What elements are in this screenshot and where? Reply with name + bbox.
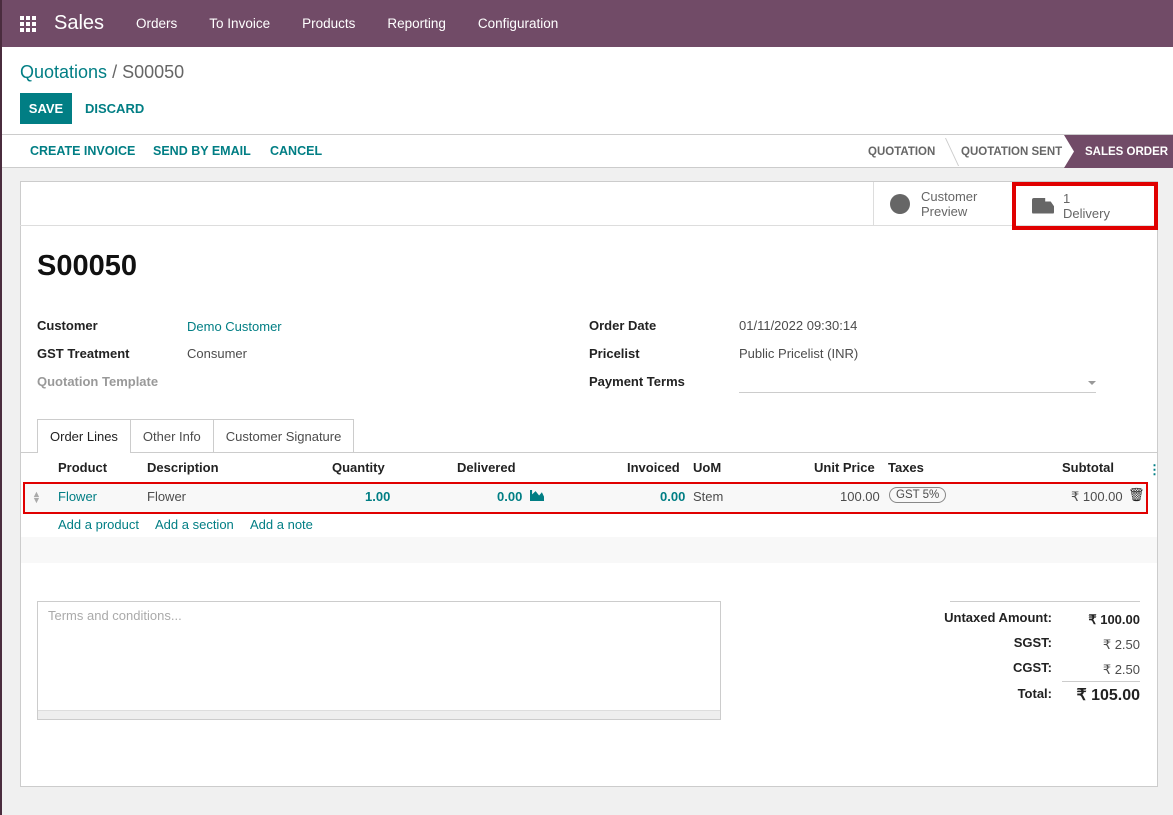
cgst-label: CGST: xyxy=(1013,660,1052,675)
template-label: Quotation Template xyxy=(37,374,159,389)
trash-icon[interactable]: 🗑 xyxy=(1128,487,1145,502)
tab-other-info[interactable]: Other Info xyxy=(129,419,214,452)
control-panel xyxy=(2,47,1173,168)
terms-textarea[interactable]: Terms and conditions... xyxy=(37,601,721,720)
add-product-link[interactable]: Add a product xyxy=(58,517,139,532)
forecast-chart-icon[interactable] xyxy=(530,490,544,501)
stage-quotation[interactable]: QUOTATION xyxy=(868,145,936,158)
notebook-tabs: Order Lines Other Info Customer Signatur… xyxy=(37,419,355,453)
delivery-count: 1 xyxy=(1063,190,1071,206)
line-product[interactable]: Flower xyxy=(58,489,98,504)
resize-handle[interactable] xyxy=(38,710,720,719)
col-delivered[interactable]: Delivered xyxy=(457,460,516,475)
customer-label: Customer xyxy=(37,318,98,333)
cgst-amount: ₹ 2.50 xyxy=(1102,662,1140,677)
add-section-link[interactable]: Add a section xyxy=(155,517,234,532)
col-taxes[interactable]: Taxes xyxy=(888,460,924,475)
discard-button[interactable]: DISCARD xyxy=(85,101,145,116)
delivery-highlight xyxy=(1012,182,1158,230)
gst-field[interactable]: Consumer xyxy=(187,346,247,361)
col-quantity[interactable]: Quantity xyxy=(332,460,385,475)
breadcrumb-current: S00050 xyxy=(122,62,185,82)
col-product[interactable]: Product xyxy=(58,460,108,475)
customer-preview-button[interactable]: Customer Preview xyxy=(890,182,977,225)
terms-placeholder: Terms and conditions... xyxy=(48,608,182,623)
col-subtotal[interactable]: Subtotal xyxy=(1062,460,1114,475)
order-date-field[interactable]: 01/11/2022 09:30:14 xyxy=(739,318,858,333)
table-footer xyxy=(21,537,1157,563)
stage-quotation-sent[interactable]: QUOTATION SENT xyxy=(961,145,1063,158)
breadcrumb-quotations[interactable]: Quotations xyxy=(20,62,108,82)
line-quantity[interactable]: 1.00 xyxy=(365,489,391,504)
untaxed-amount: ₹ 100.00 xyxy=(1088,612,1140,627)
col-invoiced[interactable]: Invoiced xyxy=(627,460,680,475)
cancel-button[interactable]: CANCEL xyxy=(270,144,323,158)
globe-icon xyxy=(890,193,910,214)
stage-sales-order[interactable]: SALES ORDER xyxy=(1085,145,1169,158)
total-amount: ₹ 105.00 xyxy=(1076,687,1140,704)
delivery-button[interactable]: 1 Delivery xyxy=(1032,184,1110,227)
top-navbar: Sales Orders To Invoice Products Reporti… xyxy=(2,0,1173,47)
total-label: Total: xyxy=(1017,686,1052,701)
untaxed-label: Untaxed Amount: xyxy=(944,610,1052,625)
optional-columns-icon[interactable]: ⋮ xyxy=(1148,462,1161,477)
col-uom[interactable]: UoM xyxy=(693,460,722,475)
record-title: S00050 xyxy=(37,250,137,282)
divider xyxy=(950,601,1140,602)
tab-order-lines[interactable]: Order Lines xyxy=(37,419,131,453)
preview-label: Customer xyxy=(921,188,978,204)
tab-customer-signature[interactable]: Customer Signature xyxy=(212,419,355,452)
line-subtotal: ₹ 100.00 xyxy=(1071,489,1123,504)
delivery-label: Delivery xyxy=(1063,205,1110,221)
menu-to-invoice[interactable]: To Invoice xyxy=(209,16,271,31)
table-row[interactable] xyxy=(23,482,1148,514)
line-unit-price[interactable]: 100.00 xyxy=(840,489,880,504)
line-uom[interactable]: Stem xyxy=(693,489,724,504)
divider xyxy=(20,452,1158,453)
truck-icon xyxy=(1032,197,1054,214)
app-name[interactable]: Sales xyxy=(54,12,105,34)
payment-terms-label: Payment Terms xyxy=(589,374,685,389)
customer-field[interactable]: Demo Customer xyxy=(187,319,282,334)
create-invoice-button[interactable]: CREATE INVOICE xyxy=(30,144,136,158)
line-invoiced: 0.00 xyxy=(660,489,686,504)
drag-handle-icon[interactable]: ▲ ▼ xyxy=(32,489,41,505)
tax-badge[interactable]: GST 5% xyxy=(889,487,947,503)
line-delivered[interactable]: 0.00 xyxy=(497,489,523,504)
order-date-label: Order Date xyxy=(589,318,657,333)
sgst-label: SGST: xyxy=(1013,635,1052,650)
add-note-link[interactable]: Add a note xyxy=(250,517,313,532)
preview-label: Preview xyxy=(921,203,968,219)
sgst-amount: ₹ 2.50 xyxy=(1102,637,1140,652)
line-description[interactable]: Flower xyxy=(147,489,187,504)
pricelist-field[interactable]: Public Pricelist (INR) xyxy=(739,346,859,361)
menu-products[interactable]: Products xyxy=(302,16,356,31)
menu-reporting[interactable]: Reporting xyxy=(387,16,446,31)
menu-orders[interactable]: Orders xyxy=(136,16,178,31)
pricelist-label: Pricelist xyxy=(589,346,640,361)
divider xyxy=(873,182,874,225)
menu-configuration[interactable]: Configuration xyxy=(477,16,559,31)
apps-menu-icon[interactable] xyxy=(20,15,36,32)
button-box xyxy=(20,181,1158,226)
payment-terms-select[interactable] xyxy=(739,376,1096,393)
send-by-email-button[interactable]: SEND BY EMAIL xyxy=(153,144,251,158)
col-description[interactable]: Description xyxy=(147,460,219,475)
gst-label: GST Treatment xyxy=(37,346,130,361)
chevron-down-icon xyxy=(1088,381,1096,389)
divider xyxy=(2,134,1173,135)
breadcrumb: Quotations / S00050 xyxy=(20,62,185,82)
col-unit-price[interactable]: Unit Price xyxy=(814,460,875,475)
divider xyxy=(1062,681,1140,682)
save-button[interactable]: SAVE xyxy=(20,93,72,124)
stage-active-bg xyxy=(1064,135,1173,168)
